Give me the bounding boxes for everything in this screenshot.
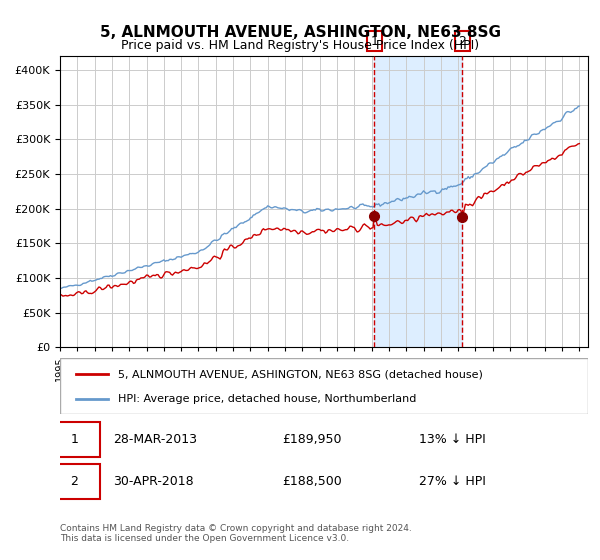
Text: 5, ALNMOUTH AVENUE, ASHINGTON, NE63 8SG: 5, ALNMOUTH AVENUE, ASHINGTON, NE63 8SG bbox=[100, 25, 500, 40]
Text: £189,950: £189,950 bbox=[282, 433, 341, 446]
Text: 28-MAR-2013: 28-MAR-2013 bbox=[113, 433, 197, 446]
Bar bbox=[374, 56, 463, 347]
Text: 5, ALNMOUTH AVENUE, ASHINGTON, NE63 8SG (detached house): 5, ALNMOUTH AVENUE, ASHINGTON, NE63 8SG … bbox=[118, 369, 483, 379]
Text: 1: 1 bbox=[371, 35, 379, 48]
Text: 2: 2 bbox=[70, 475, 78, 488]
Text: 1: 1 bbox=[70, 433, 78, 446]
Text: 27% ↓ HPI: 27% ↓ HPI bbox=[419, 475, 486, 488]
Text: HPI: Average price, detached house, Northumberland: HPI: Average price, detached house, Nort… bbox=[118, 394, 416, 404]
FancyBboxPatch shape bbox=[60, 358, 588, 414]
Text: 13% ↓ HPI: 13% ↓ HPI bbox=[419, 433, 486, 446]
FancyBboxPatch shape bbox=[49, 422, 100, 457]
Text: 2: 2 bbox=[458, 35, 466, 48]
Text: 30-APR-2018: 30-APR-2018 bbox=[113, 475, 193, 488]
Text: Contains HM Land Registry data © Crown copyright and database right 2024.
This d: Contains HM Land Registry data © Crown c… bbox=[60, 524, 412, 543]
Text: £188,500: £188,500 bbox=[282, 475, 341, 488]
Text: Price paid vs. HM Land Registry's House Price Index (HPI): Price paid vs. HM Land Registry's House … bbox=[121, 39, 479, 52]
FancyBboxPatch shape bbox=[49, 464, 100, 499]
